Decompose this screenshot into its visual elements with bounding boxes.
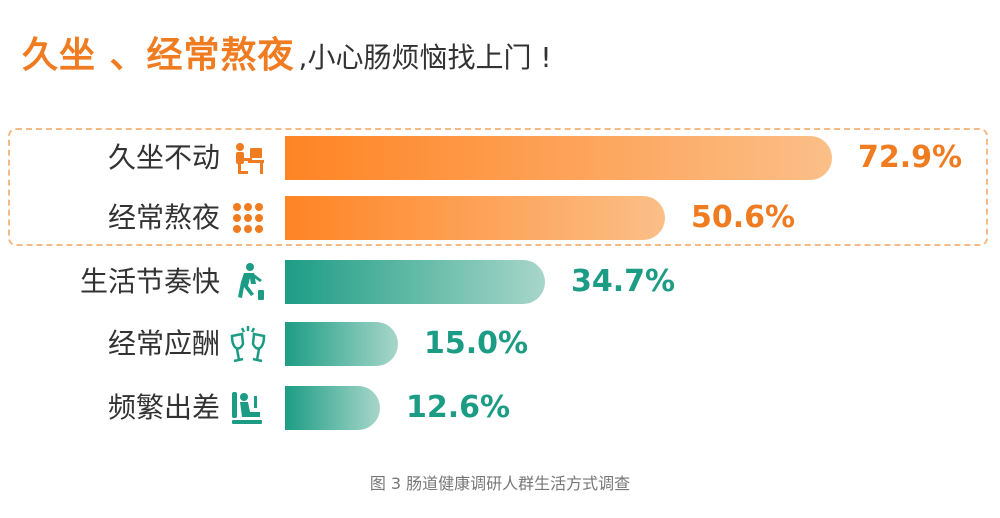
bar	[285, 260, 545, 304]
traveler-seat-icon	[228, 388, 268, 428]
category-label: 久坐不动	[107, 141, 220, 174]
wine-glasses-icon	[228, 324, 268, 364]
grid-dots-icon	[228, 198, 268, 238]
figure-caption: 图 3 肠道健康调研人群生活方式调查	[369, 474, 631, 493]
running-person-icon	[228, 262, 268, 302]
headline-strong: 久坐 、经常熬夜	[22, 35, 295, 76]
category-label: 经常应酬	[107, 327, 220, 360]
highlight-box	[8, 128, 988, 246]
value-label: 34.7%	[571, 264, 676, 299]
value-label: 15.0%	[424, 326, 529, 361]
bar	[285, 196, 665, 240]
value-label: 12.6%	[406, 390, 511, 425]
bar	[285, 386, 380, 430]
desk-worker-icon	[228, 138, 268, 178]
category-label: 频繁出差	[107, 391, 220, 424]
value-label: 72.9%	[858, 140, 963, 175]
bar	[285, 322, 398, 366]
value-label: 50.6%	[691, 200, 796, 235]
category-label: 生活节奏快	[79, 265, 220, 298]
category-label: 经常熬夜	[107, 201, 220, 234]
headline-rest: ,小心肠烦恼找上门 !	[298, 41, 552, 74]
page-headline: 久坐 、经常熬夜 ,小心肠烦恼找上门 !	[22, 26, 552, 78]
bar	[285, 136, 832, 180]
